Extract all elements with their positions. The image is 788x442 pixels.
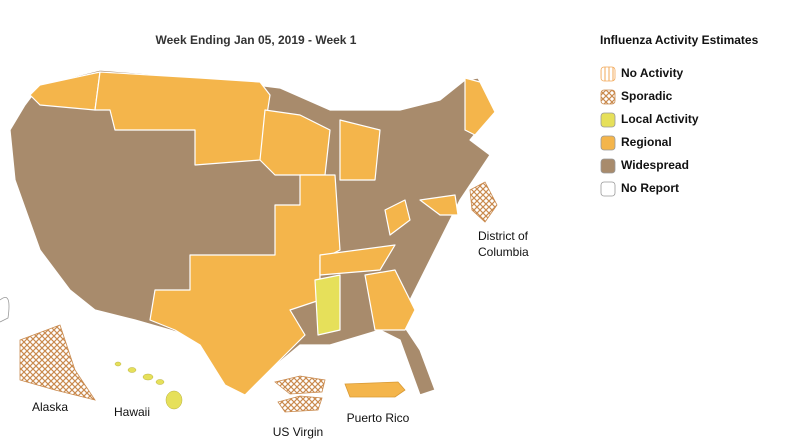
legend-title: Influenza Activity Estimates xyxy=(600,33,759,47)
legend-swatch xyxy=(600,112,616,128)
label-dc: District of xyxy=(478,229,529,243)
us-map xyxy=(0,69,498,413)
legend-label: Regional xyxy=(621,135,672,149)
state-ak xyxy=(19,324,96,401)
state-wv xyxy=(384,199,411,236)
label-dc: Columbia xyxy=(478,245,529,259)
legend-swatch xyxy=(600,135,616,151)
state-md xyxy=(419,194,459,216)
state-wa xyxy=(29,71,101,111)
label-alaska: Alaska xyxy=(32,400,68,414)
state-north xyxy=(94,71,271,166)
label-usvi: US Virgin xyxy=(273,425,323,439)
state-tn xyxy=(319,244,396,276)
state-me xyxy=(464,77,496,136)
legend: Influenza Activity Estimates No Activity… xyxy=(600,33,759,197)
label-hawaii: Hawaii xyxy=(114,405,150,419)
legend-swatch xyxy=(600,66,616,82)
legend-swatch xyxy=(600,158,616,174)
state-pr xyxy=(344,381,406,398)
legend-label: Widespread xyxy=(621,158,689,172)
legend-swatch xyxy=(600,89,616,105)
legend-label: No Activity xyxy=(621,66,684,80)
state-ga xyxy=(364,269,416,331)
legend-label: Sporadic xyxy=(621,89,673,103)
partial-region xyxy=(0,296,10,323)
state-usvi xyxy=(274,375,326,413)
legend-label: Local Activity xyxy=(621,112,699,126)
state-dc xyxy=(469,181,498,223)
legend-label: No Report xyxy=(621,181,679,195)
legend-swatch xyxy=(600,181,616,197)
label-pr: Puerto Rico xyxy=(347,411,410,425)
state-ms xyxy=(314,274,341,336)
state-hi xyxy=(114,361,183,410)
state-mi xyxy=(339,119,381,181)
map-title: Week Ending Jan 05, 2019 - Week 1 xyxy=(156,33,357,47)
